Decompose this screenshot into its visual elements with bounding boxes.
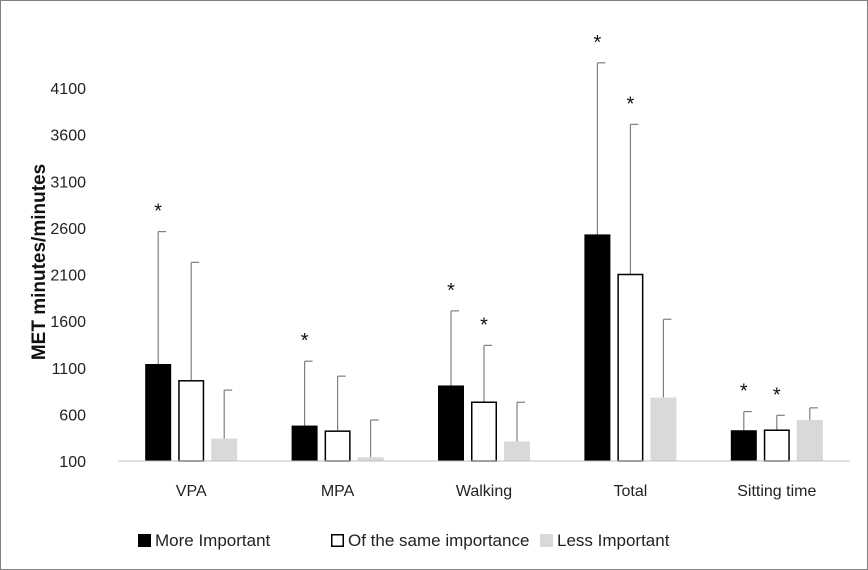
bar (438, 385, 464, 461)
bar (324, 430, 351, 462)
legend-swatch (331, 534, 344, 547)
bar (650, 397, 677, 461)
y-tick-label: 100 (59, 454, 86, 471)
bars (145, 234, 823, 462)
x-tick-label: MPA (321, 483, 355, 500)
bar (584, 234, 611, 461)
significance-marker: * (627, 93, 635, 115)
bar (471, 401, 497, 462)
significance-marker: * (154, 201, 162, 223)
significance-marker: * (301, 330, 309, 352)
bar (145, 364, 172, 461)
y-tick-label: 3600 (50, 128, 86, 145)
bar (357, 457, 384, 461)
x-tick-label: VPA (176, 483, 207, 500)
legend-label: Of the same importance (348, 531, 529, 550)
y-axis-ticks: 100 600 1100 1600 2100 2600 3100 3600 4100 (50, 81, 86, 471)
y-tick-label: 3100 (50, 174, 86, 191)
legend-swatch (138, 534, 151, 547)
bar (211, 438, 238, 461)
y-tick-label: 2100 (50, 268, 86, 285)
significance-marker: * (594, 32, 602, 54)
bar (617, 273, 644, 462)
legend-label: Less Important (557, 531, 670, 550)
bar (730, 430, 757, 461)
bar (796, 419, 823, 461)
legend-label: More Important (155, 531, 271, 550)
error-bars (157, 62, 818, 458)
legend-swatch (540, 534, 553, 547)
x-tick-label: Walking (456, 483, 512, 500)
significance-marker: * (447, 280, 455, 302)
y-tick-label: 1100 (52, 361, 87, 378)
significance-markers: * * * * * * * * (154, 32, 781, 406)
bar (763, 429, 790, 462)
x-tick-label: Total (614, 483, 648, 500)
bar (178, 380, 205, 462)
x-tick-label: Sitting time (737, 483, 816, 500)
bar (291, 425, 318, 461)
x-axis-ticks: VPA MPA Walking Total Sitting time (176, 483, 817, 500)
significance-marker: * (773, 384, 781, 406)
y-tick-label: 2600 (50, 221, 86, 238)
y-tick-label: 1600 (50, 314, 86, 331)
significance-marker: * (740, 381, 748, 403)
y-tick-label: 4100 (50, 81, 86, 98)
y-axis-label: MET minutes/minutes (29, 164, 50, 360)
y-tick-label: 600 (59, 407, 86, 424)
significance-marker: * (480, 314, 488, 336)
legend: More Important Of the same importance Less… (138, 531, 670, 550)
bar (504, 441, 530, 461)
